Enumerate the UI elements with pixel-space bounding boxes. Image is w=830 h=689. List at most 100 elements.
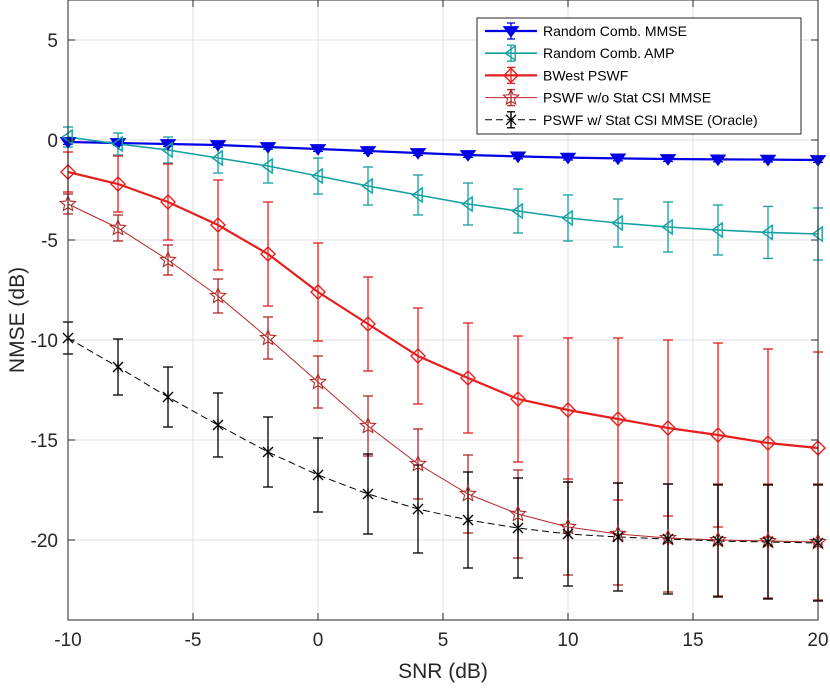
data-point-random-comb-mmse — [309, 144, 327, 156]
x-tick-label: 0 — [313, 630, 324, 651]
x-axis-label: SNR (dB) — [398, 660, 488, 683]
series-line-pswf-w-stat-csi-mmse-oracle — [67, 337, 819, 544]
legend-label-pswf-w-o-stat-csi-mmse: PSWF w/o Stat CSI MMSE — [543, 90, 711, 106]
data-point-pswf-w-stat-csi-mmse-oracle — [162, 391, 174, 403]
legend-marker-pswf-w-o-stat-csi-mmse — [502, 88, 520, 106]
data-point-pswf-w-o-stat-csi-mmse — [509, 504, 527, 522]
data-point-random-comb-amp — [361, 177, 373, 195]
data-point-pswf-w-o-stat-csi-mmse — [209, 286, 227, 304]
y-tick-label: -15 — [31, 431, 58, 452]
data-point-random-comb-amp — [161, 141, 173, 159]
series-line-bwest-pswf — [67, 170, 819, 450]
data-point-random-comb-amp — [811, 225, 823, 243]
y-tick-label: -5 — [41, 231, 58, 252]
x-tick-label: 15 — [682, 630, 703, 651]
legend-label-bwest-pswf: BWest PSWF — [543, 67, 628, 83]
series-line-pswf-w-o-stat-csi-mmse — [67, 203, 819, 543]
data-point-random-comb-amp — [61, 128, 73, 146]
legend-errorbar-bwest-pswf — [507, 66, 515, 85]
data-point-random-comb-amp — [511, 202, 523, 220]
data-point-pswf-w-stat-csi-mmse-oracle — [362, 488, 374, 500]
data-point-pswf-w-stat-csi-mmse-oracle — [112, 361, 124, 373]
data-point-random-comb-amp — [411, 186, 423, 204]
data-point-random-comb-mmse — [509, 151, 527, 164]
data-point-random-comb-amp — [311, 167, 323, 185]
data-point-pswf-w-stat-csi-mmse-oracle — [512, 522, 524, 534]
x-tick-label: -5 — [185, 630, 202, 651]
series-markers — [59, 128, 827, 550]
data-point-random-comb-amp — [461, 195, 473, 213]
data-point-pswf-w-o-stat-csi-mmse — [159, 250, 177, 268]
data-point-bwest-pswf — [710, 427, 726, 443]
data-point-bwest-pswf — [410, 348, 426, 364]
data-point-random-comb-mmse — [209, 140, 227, 152]
legend: Random Comb. MMSE Random Comb. AMP BWest P… — [476, 17, 802, 135]
x-tick-label: 20 — [807, 630, 828, 651]
data-point-pswf-w-stat-csi-mmse-oracle — [262, 446, 274, 458]
legend-label-pswf-w-stat-csi-mmse-oracle: PSWF w/ Stat CSI MMSE (Oracle) — [543, 112, 758, 128]
data-point-bwest-pswf — [760, 435, 776, 451]
y-tick-label: -10 — [31, 331, 58, 352]
data-point-pswf-w-stat-csi-mmse-oracle — [462, 514, 474, 526]
y-axis-label: NMSE (dB) — [6, 267, 29, 373]
x-tick-label: 5 — [438, 630, 449, 651]
y-axis-ticks: 5 0 -5 -10 -15 -20 — [31, 31, 818, 552]
legend-label-random-comb-mmse: Random Comb. MMSE — [543, 23, 687, 39]
data-point-random-comb-mmse — [609, 153, 627, 166]
data-point-bwest-pswf — [360, 316, 376, 332]
data-point-pswf-w-stat-csi-mmse-oracle — [562, 528, 574, 540]
data-point-random-comb-mmse — [259, 142, 277, 154]
data-point-pswf-w-stat-csi-mmse-oracle — [612, 531, 624, 543]
y-tick-label: 5 — [47, 31, 58, 52]
data-point-bwest-pswf — [660, 420, 676, 436]
legend-marker-pswf-w-stat-csi-mmse-oracle — [505, 113, 517, 126]
legend-marker-random-comb-mmse — [502, 26, 520, 38]
data-point-random-comb-amp — [761, 224, 773, 241]
x-tick-label: 10 — [557, 630, 578, 651]
data-point-pswf-w-o-stat-csi-mmse — [109, 218, 127, 236]
data-point-pswf-w-stat-csi-mmse-oracle — [712, 535, 724, 547]
data-point-bwest-pswf — [460, 370, 476, 386]
data-point-random-comb-amp — [111, 135, 123, 153]
data-point-random-comb-mmse — [409, 148, 427, 160]
data-point-random-comb-amp — [561, 209, 573, 227]
data-point-random-comb-mmse — [559, 152, 577, 165]
legend-label-random-comb-amp: Random Comb. AMP — [543, 45, 675, 61]
data-point-random-comb-amp — [661, 218, 673, 236]
data-point-bwest-pswf — [110, 176, 126, 192]
data-point-random-comb-amp — [611, 214, 623, 232]
data-point-bwest-pswf — [310, 284, 326, 300]
data-point-random-comb-mmse — [459, 150, 477, 162]
legend-errorbar-random-comb-amp — [507, 44, 515, 62]
x-axis-ticks: -10 -5 0 5 10 15 20 — [54, 0, 829, 651]
data-point-bwest-pswf — [210, 217, 226, 233]
data-point-bwest-pswf — [160, 194, 176, 210]
series-line-random-comb-amp — [67, 136, 819, 235]
y-tick-label: -20 — [31, 531, 58, 552]
data-point-random-comb-amp — [261, 157, 273, 175]
data-point-pswf-w-o-stat-csi-mmse — [459, 484, 477, 502]
data-point-pswf-w-o-stat-csi-mmse — [409, 454, 427, 472]
legend-marker-random-comb-amp — [504, 44, 516, 62]
data-point-bwest-pswf — [610, 411, 626, 427]
data-point-random-comb-amp — [211, 149, 223, 167]
data-point-random-comb-mmse — [659, 154, 677, 166]
legend-marker-bwest-pswf — [503, 67, 519, 84]
data-point-pswf-w-stat-csi-mmse-oracle — [662, 533, 674, 545]
data-point-bwest-pswf — [260, 246, 276, 262]
data-point-random-comb-mmse — [709, 154, 727, 167]
data-point-pswf-w-o-stat-csi-mmse — [259, 328, 277, 346]
data-point-pswf-w-o-stat-csi-mmse — [309, 372, 327, 390]
data-point-random-comb-amp — [711, 221, 723, 239]
data-point-random-comb-mmse — [759, 154, 777, 167]
data-point-pswf-w-stat-csi-mmse-oracle — [212, 419, 224, 431]
data-point-random-comb-mmse — [359, 146, 377, 158]
series-lines — [67, 136, 819, 544]
data-point-bwest-pswf — [510, 391, 526, 407]
data-point-bwest-pswf — [560, 402, 576, 418]
series-line-random-comb-mmse — [67, 140, 819, 162]
y-tick-label: 0 — [47, 131, 58, 152]
data-point-pswf-w-stat-csi-mmse-oracle — [762, 536, 774, 548]
data-point-pswf-w-o-stat-csi-mmse — [359, 416, 377, 434]
